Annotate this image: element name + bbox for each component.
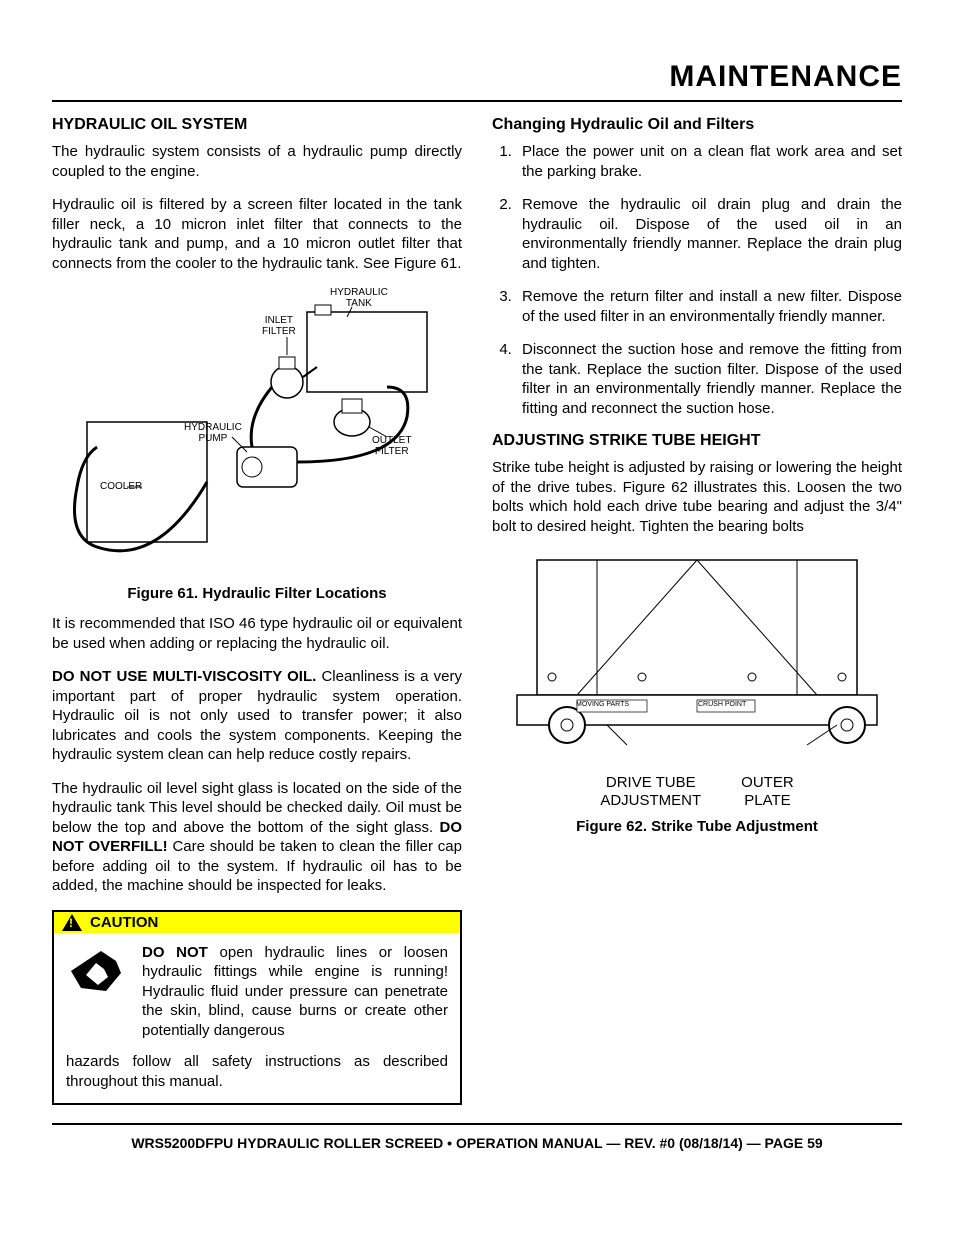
fig61-label-cooler: COOLER xyxy=(100,481,142,492)
left-p4-bold: DO NOT USE MULTI-VISCOSITY OIL. xyxy=(52,668,316,685)
left-p2: Hydraulic oil is filtered by a screen fi… xyxy=(52,195,462,273)
step-2: Remove the hydraulic oil drain plug and … xyxy=(516,195,902,273)
caution-label: CAUTION xyxy=(90,914,158,931)
caution-bold: DO NOT xyxy=(142,944,208,961)
footer-rule xyxy=(52,1123,902,1125)
figure-62: MOVING PARTS CRUSH POINT DRIVE TUBEADJUS… xyxy=(492,550,902,835)
fig61-label-inlet: INLETFILTER xyxy=(262,315,296,337)
header-rule xyxy=(52,100,902,102)
figure-61-svg xyxy=(52,287,462,577)
figure-61: HYDRAULICTANK INLETFILTER HYDRAULICPUMP … xyxy=(52,287,462,602)
left-p3: It is recommended that ISO 46 type hydra… xyxy=(52,614,462,653)
fig62-crush-point: CRUSH POINT xyxy=(698,701,746,709)
hydraulic-oil-heading: HYDRAULIC OIL SYSTEM xyxy=(52,116,462,134)
left-p5a: The hydraulic oil level sight glass is l… xyxy=(52,780,462,836)
strike-tube-heading: ADJUSTING STRIKE TUBE HEIGHT xyxy=(492,432,902,450)
fig62-label-outer: OUTERPLATE xyxy=(741,774,794,810)
fig62-label-drive: DRIVE TUBEADJUSTMENT xyxy=(600,774,701,810)
warning-icon xyxy=(62,914,82,931)
step-4: Disconnect the suction hose and remove t… xyxy=(516,340,902,418)
right-p1: Strike tube height is adjusted by raisin… xyxy=(492,458,902,536)
figure-62-labels: DRIVE TUBEADJUSTMENT OUTERPLATE xyxy=(492,774,902,810)
left-p5: The hydraulic oil level sight glass is l… xyxy=(52,779,462,896)
step-3: Remove the return filter and install a n… xyxy=(516,287,902,326)
step-1: Place the power unit on a clean flat wor… xyxy=(516,142,902,181)
caution-box: CAUTION DO NOT open hydraulic lines or l… xyxy=(52,910,462,1106)
figure-62-caption: Figure 62. Strike Tube Adjustment xyxy=(492,818,902,835)
caution-text-1: DO NOT open hydraulic lines or loosen hy… xyxy=(142,943,448,1041)
left-column: HYDRAULIC OIL SYSTEM The hydraulic syste… xyxy=(52,116,462,1105)
caution-header: CAUTION xyxy=(54,912,460,933)
fig61-label-outlet: OUTLETFILTER xyxy=(372,435,411,457)
changing-oil-heading: Changing Hydraulic Oil and Filters xyxy=(492,116,902,134)
steps-list: Place the power unit on a clean flat wor… xyxy=(492,142,902,418)
page-header: MAINTENANCE xyxy=(52,60,902,94)
fig61-label-tank: HYDRAULICTANK xyxy=(330,287,388,309)
figure-62-svg xyxy=(492,550,902,770)
figure-61-diagram: HYDRAULICTANK INLETFILTER HYDRAULICPUMP … xyxy=(52,287,462,577)
figure-61-caption: Figure 61. Hydraulic Filter Locations xyxy=(52,585,462,602)
content-columns: HYDRAULIC OIL SYSTEM The hydraulic syste… xyxy=(52,116,902,1105)
fig61-label-pump: HYDRAULICPUMP xyxy=(184,422,242,444)
hand-hazard-icon xyxy=(66,943,130,999)
caution-body: DO NOT open hydraulic lines or loosen hy… xyxy=(54,933,460,1104)
fig62-moving-parts: MOVING PARTS xyxy=(576,701,629,709)
figure-62-diagram: MOVING PARTS CRUSH POINT xyxy=(492,550,902,770)
left-p1: The hydraulic system consists of a hydra… xyxy=(52,142,462,181)
left-p4: DO NOT USE MULTI-VISCOSITY OIL. Cleanlin… xyxy=(52,667,462,765)
right-column: Changing Hydraulic Oil and Filters Place… xyxy=(492,116,902,1105)
page-footer: WRS5200DFPU HYDRAULIC ROLLER SCREED • OP… xyxy=(52,1135,902,1151)
caution-text-2: hazards follow all safety instructions a… xyxy=(66,1052,448,1091)
